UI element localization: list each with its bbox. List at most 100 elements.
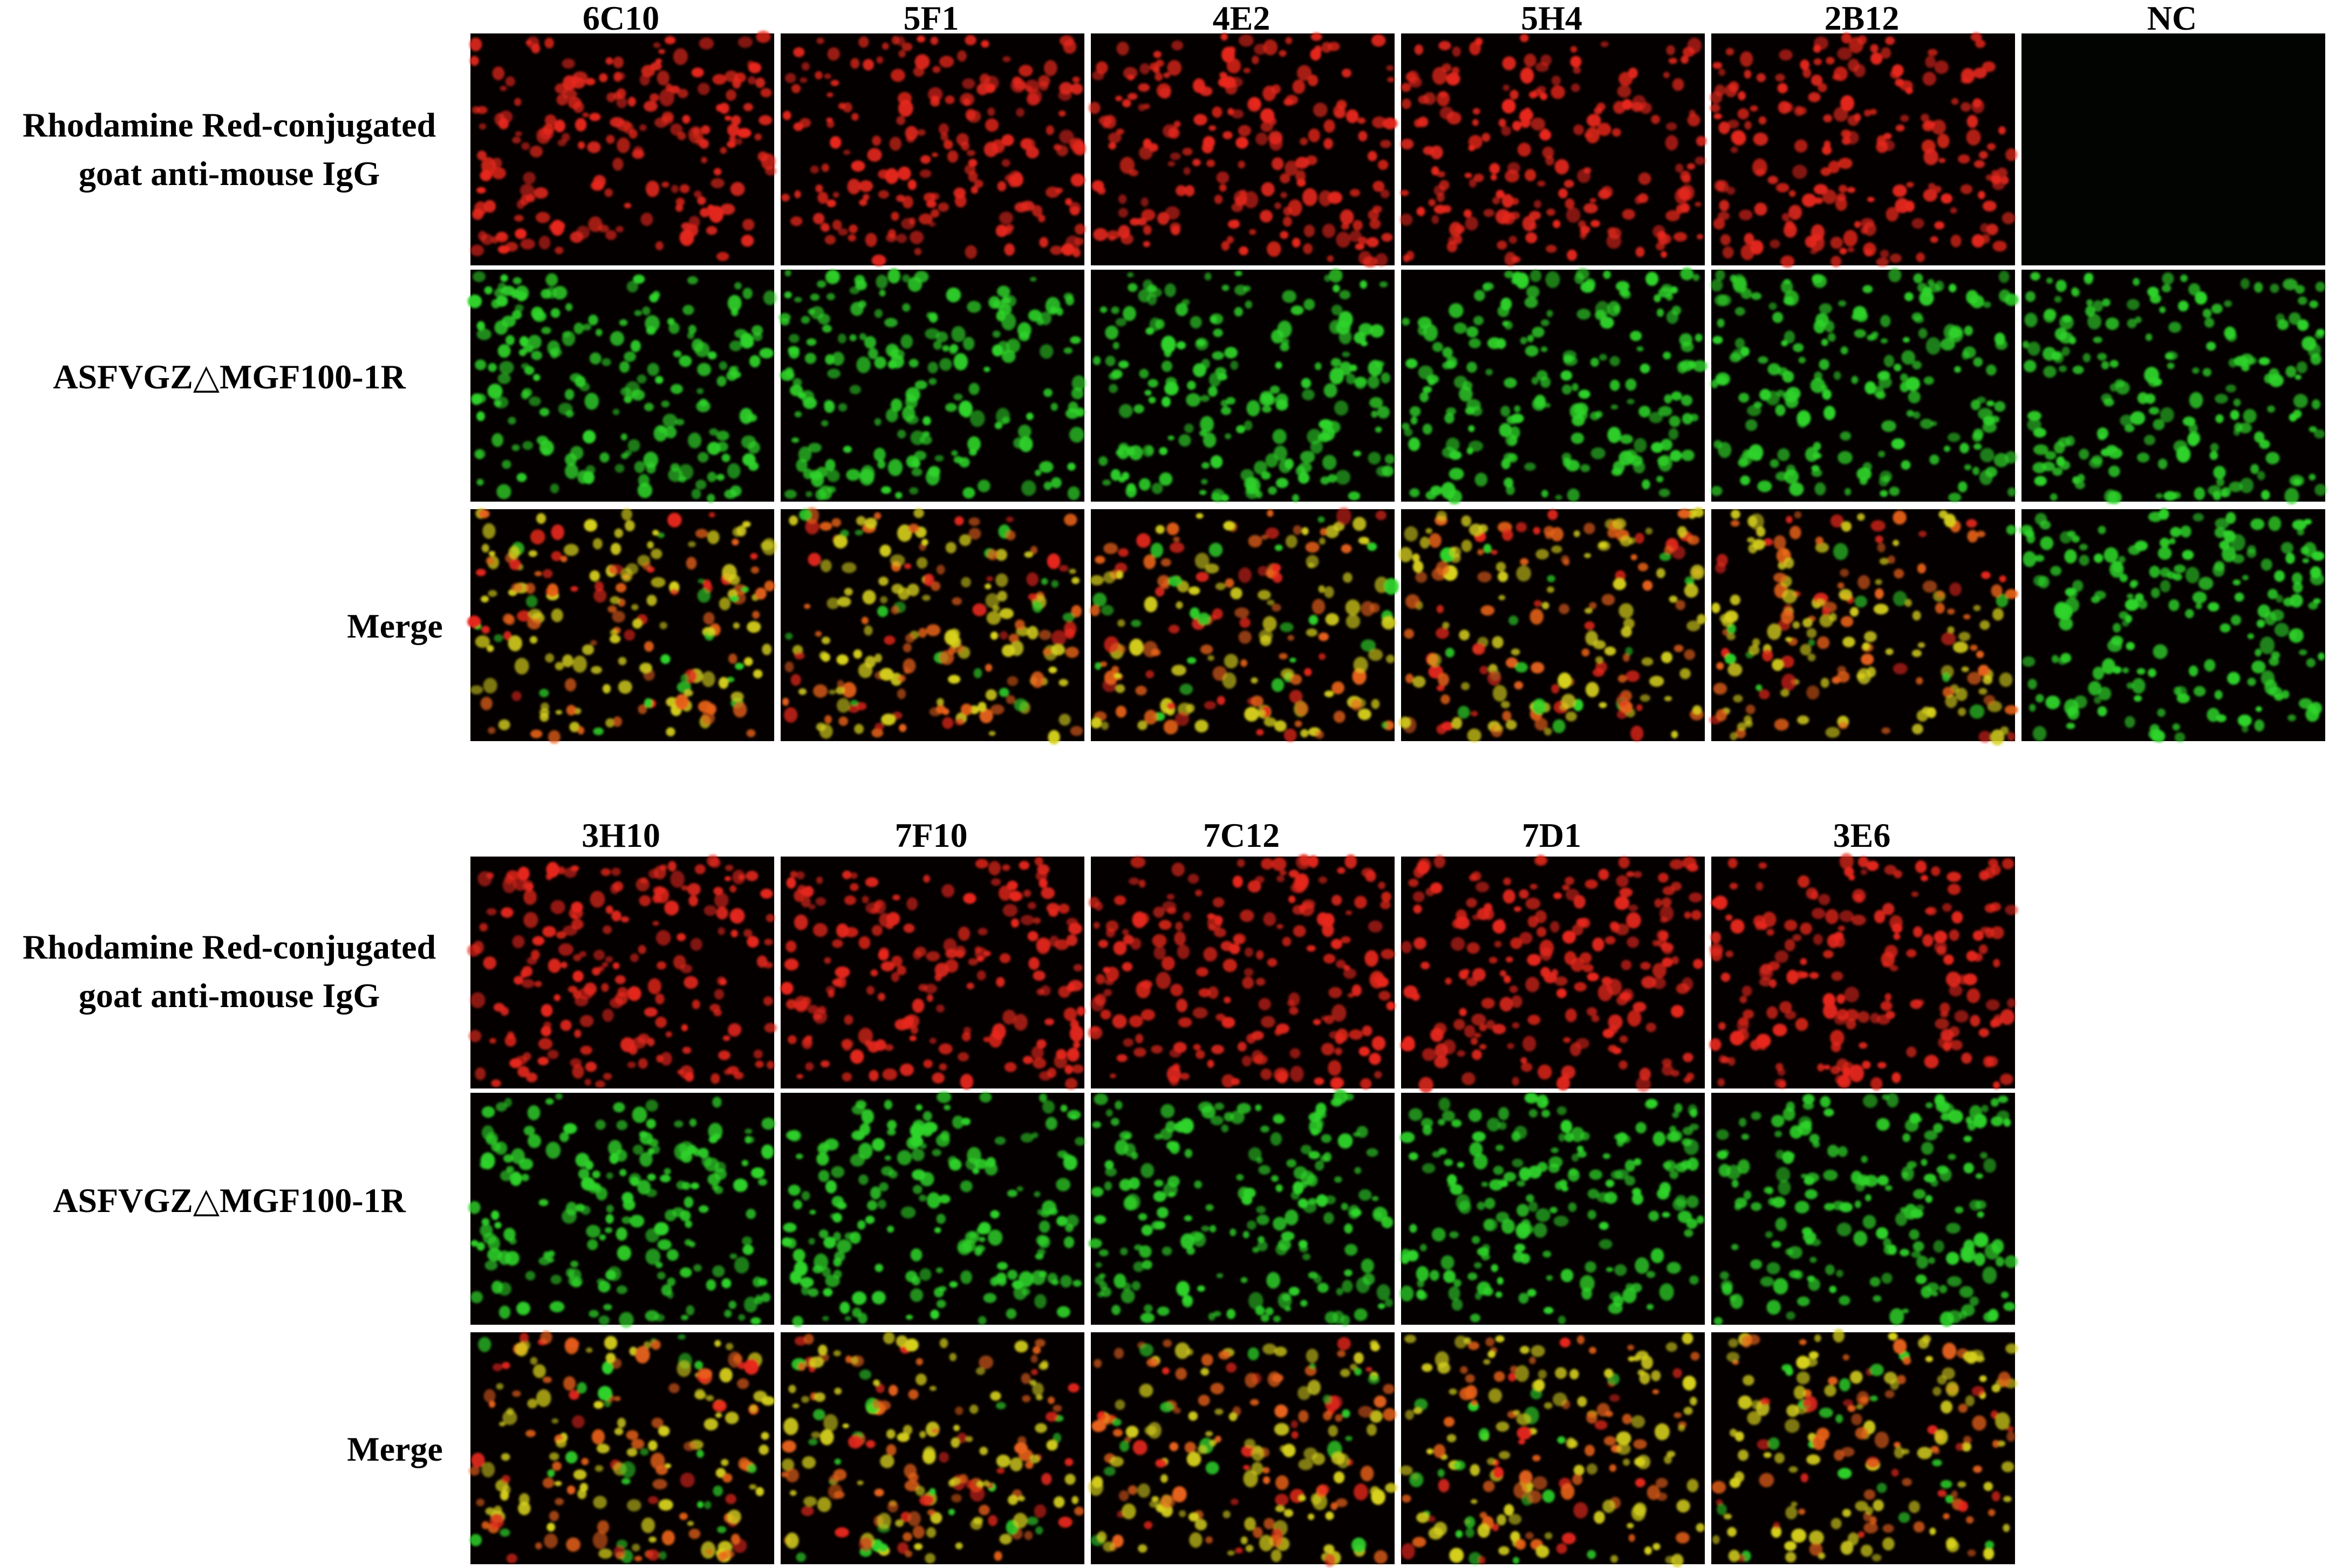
cell	[697, 1501, 704, 1508]
cell	[1893, 510, 1907, 525]
cell	[1201, 1225, 1210, 1232]
cell	[660, 654, 671, 664]
cell	[1680, 267, 1694, 280]
cell	[719, 978, 727, 985]
cell	[1525, 232, 1538, 244]
cell	[1485, 368, 1493, 376]
cell	[501, 1475, 510, 1483]
cell	[1983, 301, 1991, 308]
cell	[1001, 350, 1016, 363]
cell	[747, 1136, 755, 1144]
cell	[692, 999, 700, 1009]
cell	[836, 654, 849, 665]
cell	[2271, 651, 2280, 660]
cell	[726, 676, 735, 682]
cell	[500, 274, 508, 282]
cell	[650, 1453, 665, 1470]
cell	[579, 951, 586, 957]
cell	[929, 1386, 937, 1391]
cell	[765, 166, 776, 176]
cell	[1090, 717, 1102, 729]
cell	[916, 1104, 923, 1111]
cell	[1893, 663, 1908, 675]
cell	[703, 612, 715, 625]
cell	[1840, 569, 1849, 577]
cell	[1260, 121, 1273, 132]
cell	[732, 869, 746, 885]
cell	[1069, 202, 1081, 214]
cell	[597, 1278, 605, 1285]
cell	[926, 951, 940, 962]
cell	[1444, 413, 1454, 424]
cell	[1285, 160, 1299, 176]
cell	[1111, 1305, 1121, 1316]
cell	[975, 1367, 986, 1375]
cell	[857, 1220, 866, 1230]
cell	[1762, 649, 1773, 662]
cell	[889, 136, 902, 151]
cell	[927, 1509, 935, 1516]
cell	[979, 1447, 988, 1455]
cell	[1820, 167, 1832, 176]
cell	[898, 50, 906, 58]
cell	[1144, 1304, 1153, 1313]
cell	[835, 966, 850, 978]
cell	[543, 124, 555, 135]
cell	[1281, 338, 1289, 345]
cell	[1159, 472, 1173, 486]
cell	[1197, 612, 1211, 626]
cell	[983, 1293, 997, 1303]
cell	[1468, 425, 1475, 432]
cell	[1251, 98, 1261, 108]
cell	[573, 954, 582, 962]
cell	[818, 1229, 829, 1238]
cell	[958, 1052, 969, 1062]
cell	[951, 1437, 960, 1448]
cell	[614, 992, 628, 1005]
cell	[481, 1125, 494, 1140]
cell	[545, 273, 558, 286]
cell	[948, 635, 961, 648]
cell	[1986, 223, 1998, 235]
cell	[1541, 128, 1549, 136]
cell-cluster	[1088, 854, 1396, 1090]
cell	[1068, 1383, 1080, 1393]
cell	[1165, 206, 1180, 220]
cell	[549, 1452, 559, 1461]
cell	[1321, 1043, 1335, 1056]
cell	[808, 1238, 815, 1245]
cell	[545, 1141, 561, 1159]
cell	[1964, 325, 1973, 336]
cell	[1200, 395, 1210, 402]
cell	[614, 975, 626, 984]
cell	[1431, 215, 1439, 224]
cell	[1823, 406, 1836, 420]
cell	[1001, 313, 1016, 331]
cell	[910, 1025, 919, 1035]
cell	[1094, 1093, 1108, 1105]
cell	[1697, 234, 1704, 239]
cell	[688, 1241, 695, 1248]
cell	[1253, 1054, 1268, 1065]
micrograph-tile	[781, 507, 1084, 745]
cell	[481, 234, 493, 245]
cell	[1206, 159, 1215, 167]
cell	[1360, 1078, 1372, 1090]
cell	[687, 432, 702, 449]
cell	[742, 287, 753, 299]
cell	[723, 1069, 732, 1076]
cell	[1039, 461, 1054, 473]
cell	[617, 1245, 632, 1261]
cell	[1740, 346, 1750, 357]
cell	[844, 1316, 851, 1321]
cell	[1362, 1025, 1372, 1037]
cell	[1499, 423, 1512, 437]
cell	[1069, 569, 1076, 574]
cell	[714, 989, 725, 1000]
cell	[1686, 620, 1700, 632]
cell	[1978, 665, 1990, 676]
cell	[1025, 1461, 1034, 1469]
cell	[470, 244, 484, 256]
cell	[1184, 1148, 1193, 1158]
cell	[1178, 1017, 1192, 1028]
